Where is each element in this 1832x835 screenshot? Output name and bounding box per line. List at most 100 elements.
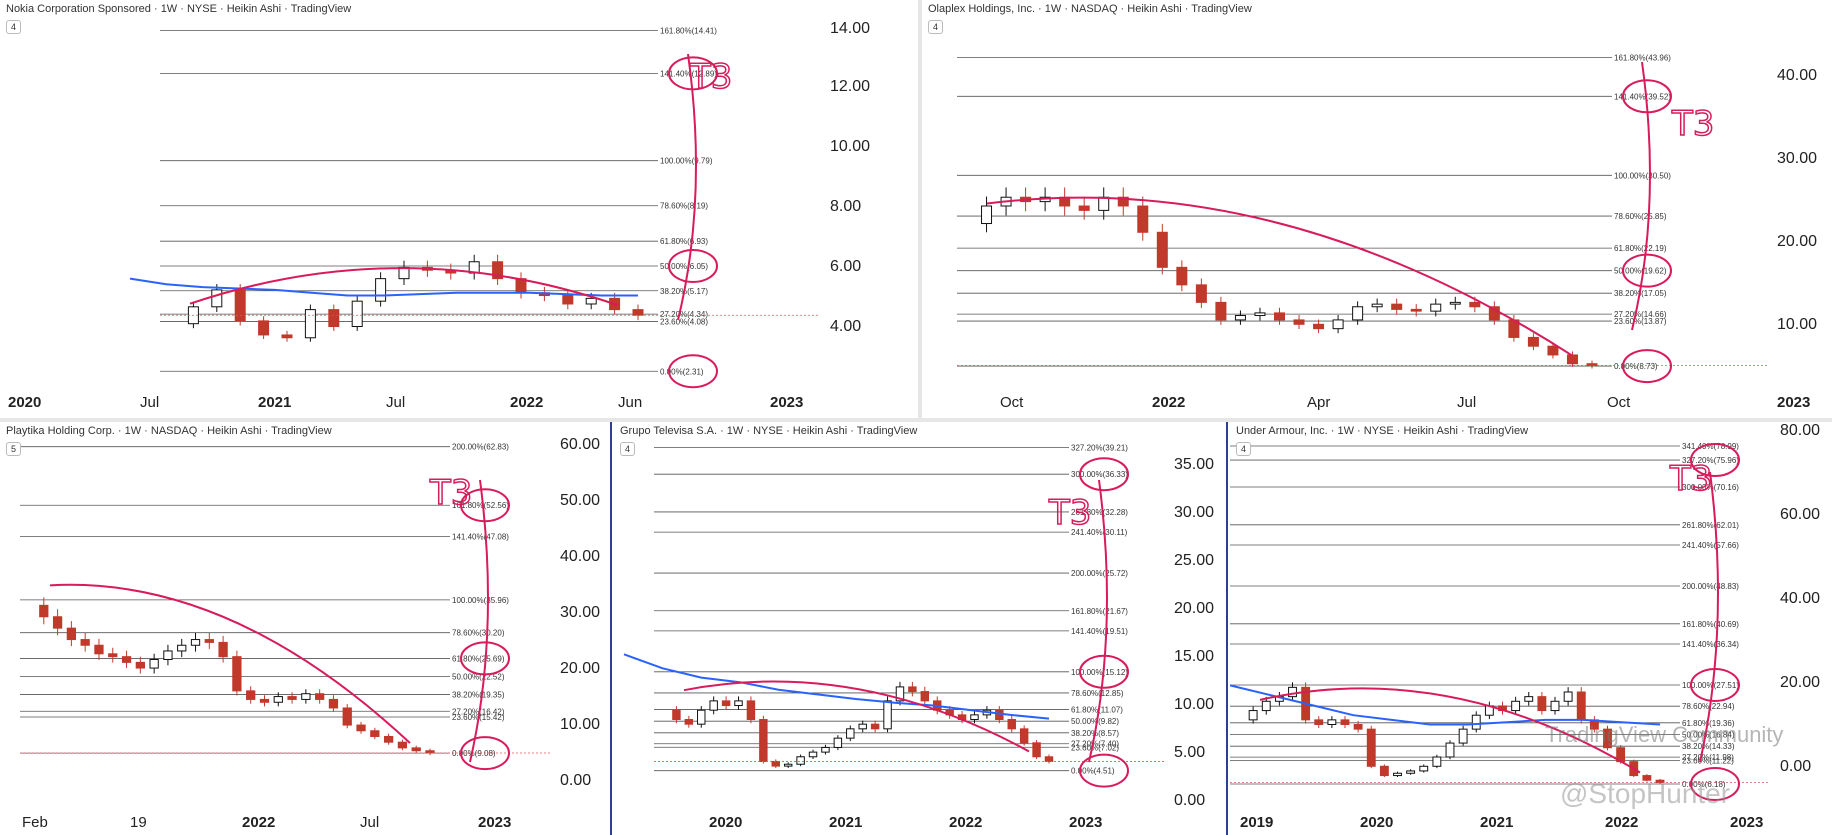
time-tick-label: Jul: [386, 394, 405, 411]
chart-panel-nokia[interactable]: Nokia Corporation Sponsored · 1W · NYSE …: [0, 0, 918, 418]
fib-level-label: 141.40%(36.34): [1682, 640, 1739, 649]
candle-body: [783, 763, 793, 767]
indicator-badge[interactable]: 4: [1236, 442, 1252, 456]
annotation-trend-curve: [1259, 687, 1641, 774]
fib-level-label: 0.00%(9.08): [452, 749, 496, 758]
candle-body: [846, 728, 855, 739]
fib-level-label: 241.40%(30.11): [1071, 528, 1128, 537]
candle-body: [163, 650, 173, 661]
annotation-circle: [1622, 79, 1672, 114]
price-tick-label: 60.00: [1780, 506, 1820, 523]
candle-body: [1445, 742, 1455, 758]
fib-level-label: 0.00%(6.18): [1682, 780, 1726, 789]
candle-body: [746, 700, 756, 721]
candle-body: [149, 659, 159, 669]
candle-body: [39, 604, 49, 618]
candle-body: [908, 686, 917, 693]
candle-body: [1488, 306, 1500, 321]
moving-average-line: [623, 653, 1050, 720]
candle-body: [190, 639, 201, 646]
price-tick-label: 8.00: [830, 198, 861, 215]
time-tick-label: 2020: [1360, 814, 1393, 831]
fib-level-label: 161.80%(43.96): [1614, 53, 1671, 62]
annotation-target-label: T3: [429, 473, 472, 513]
indicator-badge[interactable]: 5: [6, 442, 22, 456]
candle-body: [1393, 772, 1402, 777]
annotation-circle: [460, 641, 510, 676]
candle-body: [883, 700, 892, 730]
candle-body: [1313, 323, 1325, 330]
candle-body: [1274, 312, 1285, 321]
candle-body: [870, 723, 880, 730]
indicator-badge[interactable]: 4: [620, 442, 636, 456]
candle-body: [328, 309, 340, 328]
chart-panel-playtika[interactable]: Playtika Holding Corp. · 1W · NASDAQ · H…: [0, 422, 610, 835]
fib-level-label: 50.00%(22.52): [452, 672, 505, 681]
candle-body: [1576, 691, 1586, 721]
indicator-badge[interactable]: 4: [928, 20, 944, 34]
fib-level-label: 38.20%(19.35): [452, 691, 505, 700]
candle-body: [1332, 319, 1344, 330]
fib-level-label: 100.00%(9.79): [660, 157, 713, 166]
fib-level-label: 78.60%(25.85): [1614, 212, 1667, 221]
annotation-circle: [668, 354, 718, 389]
indicator-badge[interactable]: 4: [6, 20, 22, 34]
candle-body: [273, 696, 283, 703]
candle-body: [52, 616, 63, 629]
candle-body: [1261, 700, 1271, 712]
fib-level-label: 27.20%(14.66): [1614, 310, 1667, 319]
fib-level-label: 50.00%(19.62): [1614, 267, 1667, 276]
candle-body: [1458, 728, 1468, 744]
watermark-author: @StopHunter: [1560, 778, 1731, 809]
fib-level-label: 27.20%(16.42): [452, 707, 505, 716]
candle-body: [1419, 765, 1429, 772]
price-tick-label: 40.00: [1780, 590, 1820, 607]
candle-body: [1195, 284, 1207, 303]
time-tick-label: Jul: [1457, 394, 1476, 411]
price-tick-label: 25.00: [1174, 552, 1214, 569]
candle-body: [1234, 315, 1246, 321]
candle-body: [709, 700, 718, 711]
price-tick-label: 30.00: [1777, 150, 1817, 167]
time-tick-label: Oct: [1000, 394, 1024, 411]
candle-body: [1550, 700, 1560, 712]
fib-level-label: 61.80%(6.93): [660, 237, 708, 246]
annotation-circle: [1079, 753, 1129, 788]
fib-level-label: 300.00%(70.16): [1682, 483, 1739, 492]
fib-level-label: 200.00%(25.72): [1071, 569, 1128, 578]
time-tick-label: 2021: [258, 394, 291, 411]
chart-title: Nokia Corporation Sponsored · 1W · NYSE …: [6, 3, 352, 15]
annotation-target-label: T3: [1048, 493, 1091, 533]
fib-level-label: 200.00%(62.83): [452, 443, 509, 452]
chart-panel-olaplex[interactable]: Olaplex Holdings, Inc. · 1W · NASDAQ · H…: [922, 0, 1832, 418]
annotation-circle: [460, 488, 510, 523]
candle-body: [1537, 696, 1547, 712]
candle-body: [1353, 724, 1363, 730]
time-tick-label: Feb: [22, 814, 48, 831]
watermark-community: TradingView Community: [1545, 722, 1784, 747]
time-tick-label: 2020: [709, 814, 742, 831]
annotation-circle: [1622, 253, 1672, 288]
fib-level-label: 0.00%(4.51): [1071, 767, 1115, 776]
candle-body: [1327, 719, 1337, 726]
price-tick-label: 10.00: [830, 138, 870, 155]
fib-level-label: 23.60%(13.87): [1614, 317, 1667, 326]
fib-level-label: 241.40%(57.66): [1682, 541, 1739, 550]
candle-body: [281, 334, 293, 339]
candle-body: [1032, 742, 1041, 758]
chart-panel-underarmour[interactable]: Under Armour, Inc. · 1W · NYSE · Heikin …: [1230, 422, 1832, 835]
chart-panel-televisa[interactable]: Grupo Televisa S.A. · 1W · NYSE · Heikin…: [614, 422, 1226, 835]
price-tick-label: 0.00: [1780, 758, 1811, 775]
price-tick-label: 5.00: [1174, 744, 1205, 761]
fib-level-label: 327.20%(75.96): [1682, 456, 1739, 465]
fib-level-label: 23.60%(4.08): [660, 317, 708, 326]
candle-body: [1371, 303, 1383, 308]
fib-level-label: 38.20%(14.33): [1682, 742, 1735, 751]
candle-body: [858, 723, 867, 730]
candle-body: [1137, 205, 1149, 233]
candle-body: [1352, 306, 1364, 321]
candle-body: [1391, 303, 1403, 310]
candle-body: [1449, 301, 1461, 305]
chart-canvas: 161.80%(14.41) 141.40%(12.89) 100.00%(9.79…: [8, 20, 870, 411]
fib-level-label: 78.60%(30.20): [452, 629, 505, 638]
